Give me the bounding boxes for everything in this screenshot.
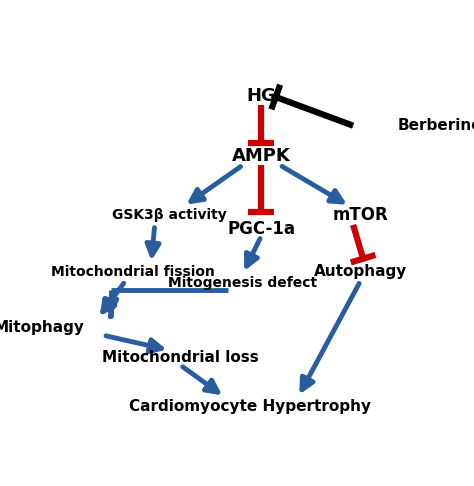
Text: Mitochondrial loss: Mitochondrial loss — [102, 350, 259, 365]
Text: Mitophagy: Mitophagy — [0, 320, 85, 335]
Text: Cardiomyocyte Hypertrophy: Cardiomyocyte Hypertrophy — [129, 399, 371, 414]
Text: mTOR: mTOR — [333, 207, 388, 225]
Text: Mitogenesis defect: Mitogenesis defect — [168, 276, 318, 290]
Text: HG: HG — [246, 87, 276, 105]
Text: Mitochondrial fission: Mitochondrial fission — [51, 264, 215, 278]
Text: GSK3β activity: GSK3β activity — [112, 208, 227, 223]
Text: Berberine: Berberine — [397, 118, 474, 133]
Text: AMPK: AMPK — [232, 147, 291, 165]
Text: Autophagy: Autophagy — [314, 264, 407, 279]
Text: PGC-1a: PGC-1a — [228, 220, 295, 238]
